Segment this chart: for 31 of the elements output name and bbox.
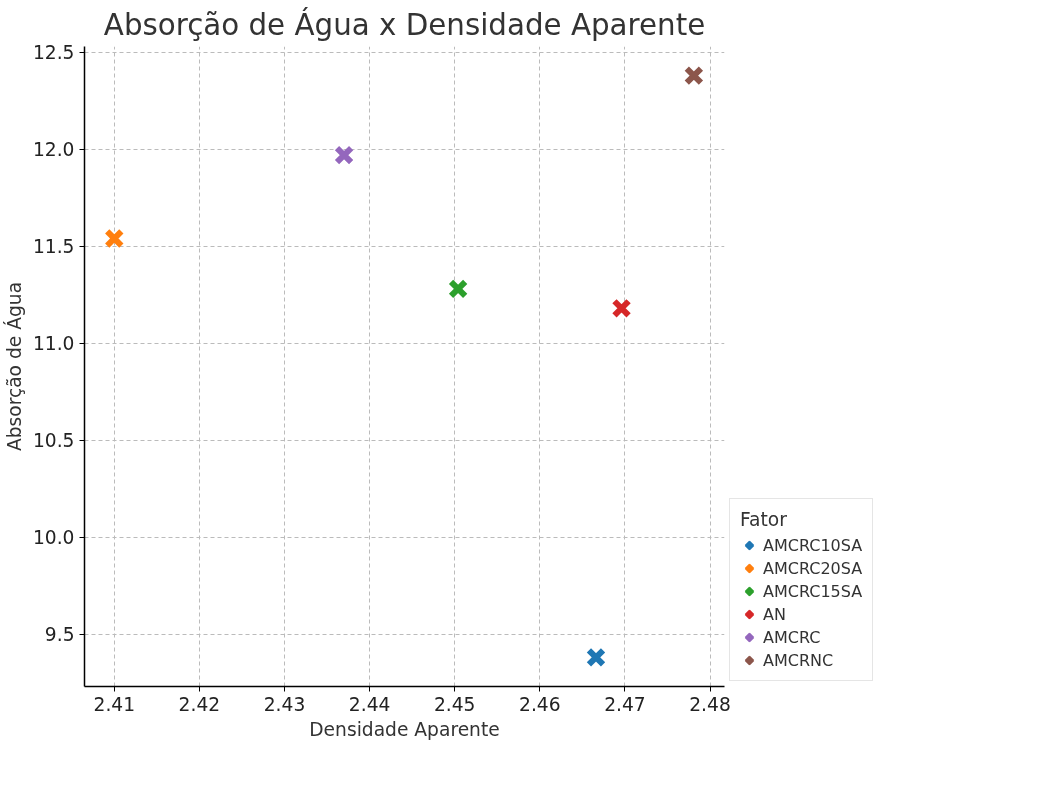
- point: [683, 65, 704, 86]
- x-tick-label: 2.41: [93, 693, 136, 715]
- legend-label: AMCRC: [763, 627, 821, 647]
- x-tick-label: 2.43: [263, 693, 306, 715]
- x-tick-label: 2.42: [178, 693, 221, 715]
- y-tick-label: 11.0: [32, 333, 75, 355]
- legend-title: Fator: [740, 509, 788, 530]
- point: [448, 278, 469, 299]
- x-tick-label: 2.44: [348, 693, 391, 715]
- point: [585, 647, 607, 668]
- x-tick-label: 2.45: [433, 693, 476, 715]
- legend-label: AMCRC20SA: [763, 558, 863, 578]
- point: [611, 298, 632, 319]
- y-tick-label: 12.0: [32, 139, 75, 161]
- y-tick-label: 9.5: [44, 624, 75, 646]
- point: [334, 145, 355, 166]
- chart-title: Absorção de Água x Densidade Aparente: [103, 6, 706, 42]
- x-tick-label: 2.47: [604, 693, 646, 715]
- point: [104, 228, 125, 249]
- legend-label: AMCRC10SA: [763, 535, 863, 555]
- x-axis-title: Densidade Aparente: [309, 718, 500, 740]
- y-axis-title: Absorção de Água: [2, 281, 25, 452]
- y-tick-label: 10.0: [32, 527, 75, 549]
- x-tick-label: 2.48: [689, 693, 731, 715]
- legend-label: AMCRC15SA: [763, 581, 863, 601]
- x-tick-label: 2.46: [519, 693, 561, 715]
- y-tick-label: 11.5: [32, 236, 75, 258]
- legend-label: AMCRNC: [763, 650, 834, 670]
- legend-label: AN: [763, 604, 786, 624]
- y-tick-label: 10.5: [32, 430, 75, 452]
- y-tick-label: 12.5: [32, 42, 75, 64]
